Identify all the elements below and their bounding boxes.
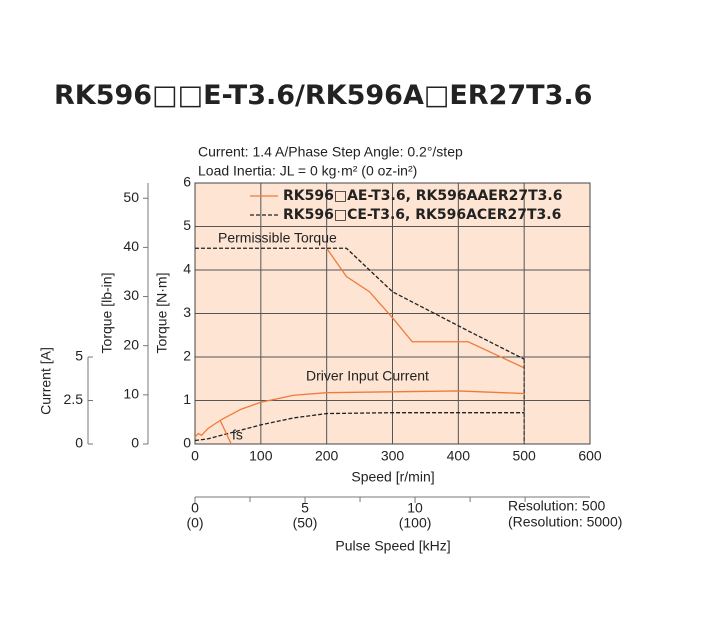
series-line <box>219 419 232 445</box>
y-tick-label: 1 <box>183 391 191 407</box>
series-line <box>194 412 525 442</box>
x-tick-label: 200 <box>315 448 339 464</box>
y-axis-label: Current [A] <box>38 347 54 415</box>
x-tick-label: 500 <box>512 448 536 464</box>
note: (Resolution: 5000) <box>508 514 622 530</box>
x-tick-label: 600 <box>578 448 602 464</box>
x-tick-label: (0) <box>186 515 203 531</box>
x-tick-label: (50) <box>293 515 318 531</box>
x-tick-label: 100 <box>249 448 273 464</box>
annotation: Driver Input Current <box>306 368 429 384</box>
subtitle: Current: 1.4 A/Phase Step Angle: 0.2°/st… <box>198 144 463 160</box>
y-tick-label: 50 <box>123 189 139 205</box>
note: Resolution: 500 <box>508 498 606 514</box>
y-tick-label: 30 <box>123 287 139 303</box>
legend-label: RK596□CE-T3.6, RK596ACER27T3.6 <box>283 207 561 223</box>
x-axis-label: Pulse Speed [kHz] <box>335 538 450 554</box>
y-tick-label: 2 <box>183 348 191 364</box>
y-tick-label: 3 <box>183 304 191 320</box>
y-tick-label: 0 <box>183 435 191 451</box>
annotation: fs <box>232 427 243 443</box>
x-tick-label: 400 <box>447 448 471 464</box>
subtitle: Load Inertia: JL = 0 kg·m² (0 oz-in²) <box>198 163 417 179</box>
y-tick-label: 40 <box>123 238 139 254</box>
annotation: Permissible Torque <box>218 230 337 246</box>
y-tick-label: 2.5 <box>64 391 84 407</box>
y-tick-label: 0 <box>131 435 139 451</box>
x-tick-label: 0 <box>191 500 199 516</box>
y-axis-label: Torque [N·m] <box>154 273 170 354</box>
legend-label: RK596□AE-T3.6, RK596AAER27T3.6 <box>283 188 562 204</box>
x-tick-label: (100) <box>399 515 432 531</box>
x-tick-label: 5 <box>301 500 309 516</box>
y-tick-label: 0 <box>75 435 83 451</box>
y-tick-label: 20 <box>123 336 139 352</box>
y-tick-label: 4 <box>183 261 191 277</box>
chart-title: RK596□□E-T3.6/RK596A□ER27T3.6 <box>54 80 592 111</box>
y-tick-label: 5 <box>75 348 83 364</box>
y-tick-label: 10 <box>123 386 139 402</box>
series-line <box>195 247 525 360</box>
series-line <box>326 247 525 369</box>
x-tick-label: 0 <box>191 448 199 464</box>
y-axis-label: Torque [lb-in] <box>99 273 115 354</box>
x-axis-label: Speed [r/min] <box>351 469 434 485</box>
y-tick-label: 6 <box>183 174 191 190</box>
plot-frame <box>194 182 591 445</box>
x-tick-label: 10 <box>407 500 423 516</box>
x-tick-label: 300 <box>381 448 405 464</box>
series-line <box>194 390 525 438</box>
y-tick-label: 5 <box>183 217 191 233</box>
